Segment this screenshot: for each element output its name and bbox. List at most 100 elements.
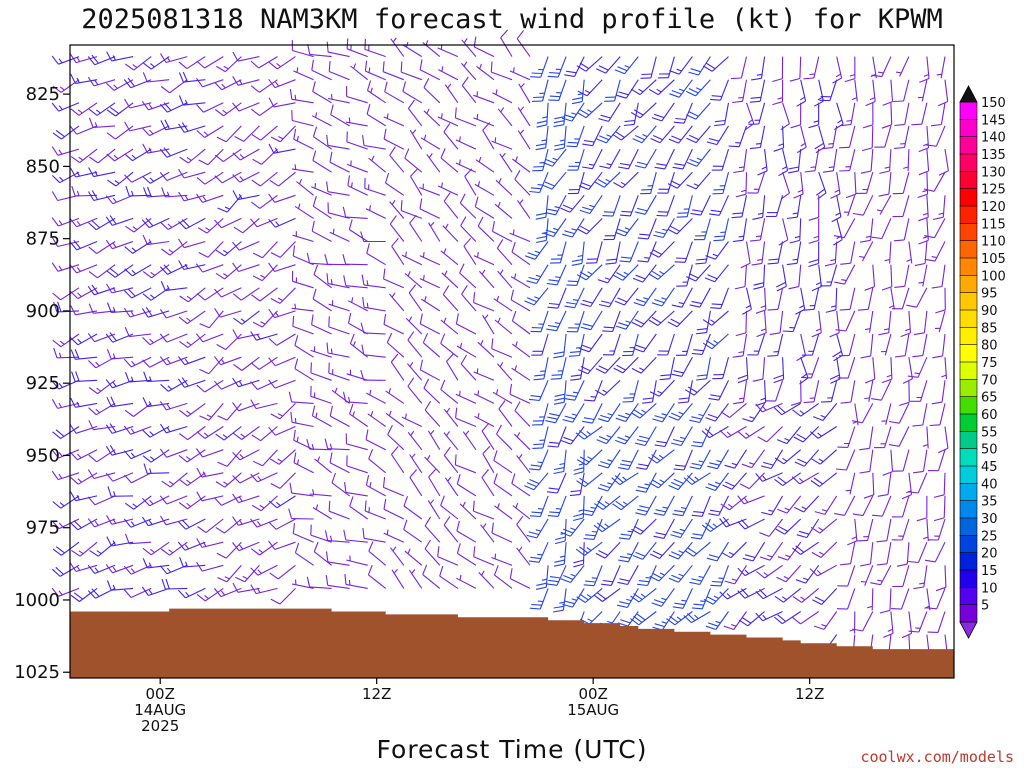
wind-barb xyxy=(215,264,242,280)
wind-barb xyxy=(293,429,314,451)
colorbar-swatch xyxy=(959,604,978,623)
wind-barb xyxy=(651,287,675,307)
wind-barb xyxy=(811,264,822,292)
wind-barb xyxy=(577,218,603,235)
wind-barb xyxy=(232,240,260,251)
wind-barb xyxy=(741,449,766,469)
wind-barb xyxy=(310,524,332,543)
wind-barb xyxy=(924,541,946,563)
wind-barb xyxy=(708,495,729,517)
wind-barb xyxy=(597,264,621,284)
wind-barb xyxy=(423,108,441,127)
wind-barb xyxy=(686,171,711,190)
wind-barb xyxy=(774,472,802,487)
wind-barb xyxy=(214,148,242,163)
wind-barb xyxy=(684,379,711,396)
wind-barb xyxy=(864,310,874,333)
wind-barb xyxy=(780,172,791,200)
wind-barb xyxy=(402,81,423,104)
wind-barb xyxy=(630,79,657,96)
wind-barb xyxy=(345,117,368,127)
wind-barb xyxy=(123,564,152,575)
wind-barb xyxy=(232,262,260,273)
wind-barb xyxy=(653,218,675,239)
wind-barb xyxy=(676,195,693,218)
wind-barb xyxy=(421,296,441,312)
wind-barb xyxy=(569,472,585,497)
wind-barb xyxy=(899,380,910,407)
wind-barb xyxy=(578,356,603,375)
wind-barb xyxy=(688,56,711,76)
wind-barb xyxy=(689,403,711,424)
wind-barb xyxy=(595,56,621,74)
wind-barb xyxy=(535,125,549,151)
wind-barb xyxy=(268,356,296,367)
wind-barb xyxy=(566,310,585,333)
wind-barb xyxy=(390,37,405,57)
wind-barb xyxy=(673,102,693,124)
colorbar-swatch xyxy=(959,378,978,398)
wind-barb xyxy=(480,523,495,543)
wind-barb xyxy=(88,303,116,314)
wind-barb xyxy=(561,102,585,122)
wind-barb xyxy=(901,611,913,639)
wind-barb xyxy=(616,79,639,99)
y-axis: 825 850 875 900 925 950 975 1000 1025 xyxy=(14,84,70,683)
wind-barb xyxy=(888,426,910,447)
wind-barb xyxy=(160,280,188,292)
wind-barb xyxy=(288,508,314,520)
wind-barb xyxy=(892,495,910,518)
wind-barb xyxy=(737,426,765,439)
wind-barb xyxy=(930,102,946,127)
wind-barb-field xyxy=(51,29,949,662)
wind-barb xyxy=(313,541,332,566)
colorbar-label: 135 xyxy=(981,148,1006,163)
wind-barb xyxy=(159,264,188,275)
wind-barb xyxy=(196,193,224,203)
wind-barb xyxy=(482,445,495,474)
wind-barb xyxy=(910,380,928,402)
colorbar-swatch xyxy=(959,326,978,346)
wind-barb xyxy=(124,241,152,254)
wind-barb xyxy=(344,574,368,589)
wind-barb xyxy=(535,195,549,220)
wind-barb xyxy=(837,357,856,379)
wind-barb xyxy=(195,448,224,458)
wind-barb xyxy=(705,472,729,492)
wind-barb xyxy=(701,518,729,533)
wind-barb xyxy=(268,540,296,551)
wind-barb xyxy=(843,195,856,217)
wind-barb xyxy=(529,495,549,518)
wind-barb xyxy=(820,380,838,403)
wind-barb xyxy=(88,217,116,231)
wind-barb xyxy=(720,402,747,418)
wind-barb xyxy=(234,125,260,142)
colorbar-swatch xyxy=(959,482,978,502)
wind-barb xyxy=(268,333,296,346)
wind-barb xyxy=(105,445,134,456)
colorbar-bottom-arrow xyxy=(959,621,978,639)
y-tick-label: 950 xyxy=(26,445,60,466)
wind-barb xyxy=(427,499,441,520)
wind-barb xyxy=(516,30,531,57)
wind-barb xyxy=(936,56,946,79)
wind-barb xyxy=(685,79,711,97)
wind-barb xyxy=(524,472,549,491)
wind-barb xyxy=(159,102,188,113)
wind-barb xyxy=(459,263,477,289)
wind-barb xyxy=(250,399,278,410)
wind-barb xyxy=(311,183,332,196)
wind-barb xyxy=(69,217,98,228)
wind-barb xyxy=(440,248,459,266)
wind-barb xyxy=(329,151,350,173)
wind-barb xyxy=(568,333,585,357)
wind-barb xyxy=(934,310,946,333)
wind-barb xyxy=(362,296,386,312)
wind-barb xyxy=(346,369,368,381)
colorbar-swatch xyxy=(959,500,978,519)
wind-barb xyxy=(648,310,675,326)
wind-barb xyxy=(884,241,892,264)
wind-barb xyxy=(809,564,837,577)
wind-barb xyxy=(407,430,423,451)
wind-barb xyxy=(88,117,116,129)
